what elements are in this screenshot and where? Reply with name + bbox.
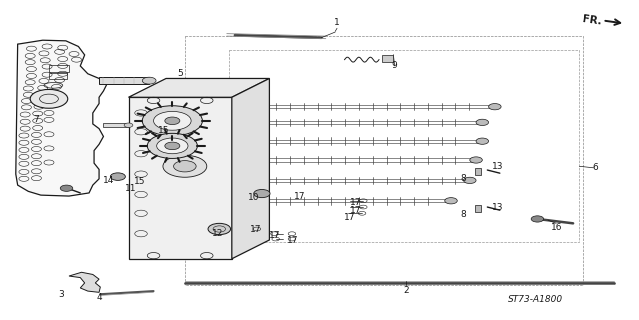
Text: 17: 17 bbox=[350, 206, 362, 215]
Text: 1: 1 bbox=[334, 18, 340, 27]
Polygon shape bbox=[232, 78, 270, 259]
Circle shape bbox=[124, 123, 133, 127]
Circle shape bbox=[60, 185, 73, 191]
Polygon shape bbox=[128, 78, 270, 97]
Bar bbox=[382, 55, 394, 62]
Text: FR.: FR. bbox=[581, 14, 602, 27]
Text: 11: 11 bbox=[125, 184, 136, 193]
Text: 4: 4 bbox=[96, 293, 102, 302]
Text: 15: 15 bbox=[134, 178, 146, 187]
Text: 6: 6 bbox=[592, 163, 598, 172]
Text: 3: 3 bbox=[59, 290, 65, 299]
Text: 2: 2 bbox=[403, 286, 409, 295]
Bar bbox=[99, 77, 149, 84]
Circle shape bbox=[476, 119, 489, 125]
Text: 10: 10 bbox=[248, 193, 259, 202]
Circle shape bbox=[163, 155, 207, 177]
Circle shape bbox=[445, 198, 458, 204]
Text: 17: 17 bbox=[268, 231, 280, 240]
Polygon shape bbox=[128, 97, 232, 259]
Text: 15: 15 bbox=[158, 126, 170, 135]
Text: 8: 8 bbox=[461, 210, 466, 220]
Text: 17: 17 bbox=[350, 198, 362, 207]
Circle shape bbox=[147, 133, 197, 158]
Polygon shape bbox=[69, 272, 100, 292]
Circle shape bbox=[153, 111, 191, 130]
Text: 17: 17 bbox=[288, 236, 299, 245]
Circle shape bbox=[157, 138, 188, 154]
Circle shape bbox=[254, 189, 270, 198]
Circle shape bbox=[531, 216, 544, 222]
Text: 12: 12 bbox=[212, 229, 224, 238]
Circle shape bbox=[174, 161, 196, 172]
Text: 17: 17 bbox=[294, 192, 305, 201]
Text: 5: 5 bbox=[178, 69, 183, 78]
Circle shape bbox=[142, 77, 156, 84]
Circle shape bbox=[165, 117, 180, 124]
Text: 17: 17 bbox=[250, 225, 261, 234]
Text: 16: 16 bbox=[550, 223, 562, 232]
Text: 7: 7 bbox=[34, 115, 40, 124]
Bar bbox=[104, 123, 128, 127]
Circle shape bbox=[208, 223, 231, 235]
Bar bbox=[49, 65, 69, 72]
Polygon shape bbox=[16, 40, 107, 196]
Circle shape bbox=[476, 138, 489, 144]
Bar bbox=[475, 205, 481, 212]
Circle shape bbox=[111, 173, 125, 180]
Circle shape bbox=[30, 90, 68, 108]
Text: 17: 17 bbox=[344, 212, 355, 221]
Circle shape bbox=[142, 106, 203, 136]
Bar bbox=[475, 168, 481, 175]
Text: 14: 14 bbox=[103, 176, 114, 185]
Text: 8: 8 bbox=[461, 174, 466, 183]
Bar bbox=[49, 74, 66, 79]
Text: 13: 13 bbox=[492, 162, 504, 171]
Circle shape bbox=[470, 157, 482, 163]
Circle shape bbox=[489, 104, 501, 110]
Circle shape bbox=[165, 142, 180, 150]
Circle shape bbox=[463, 177, 476, 184]
Text: 9: 9 bbox=[392, 61, 397, 70]
Text: 13: 13 bbox=[492, 203, 504, 212]
Text: ST73-A1800: ST73-A1800 bbox=[508, 295, 563, 304]
